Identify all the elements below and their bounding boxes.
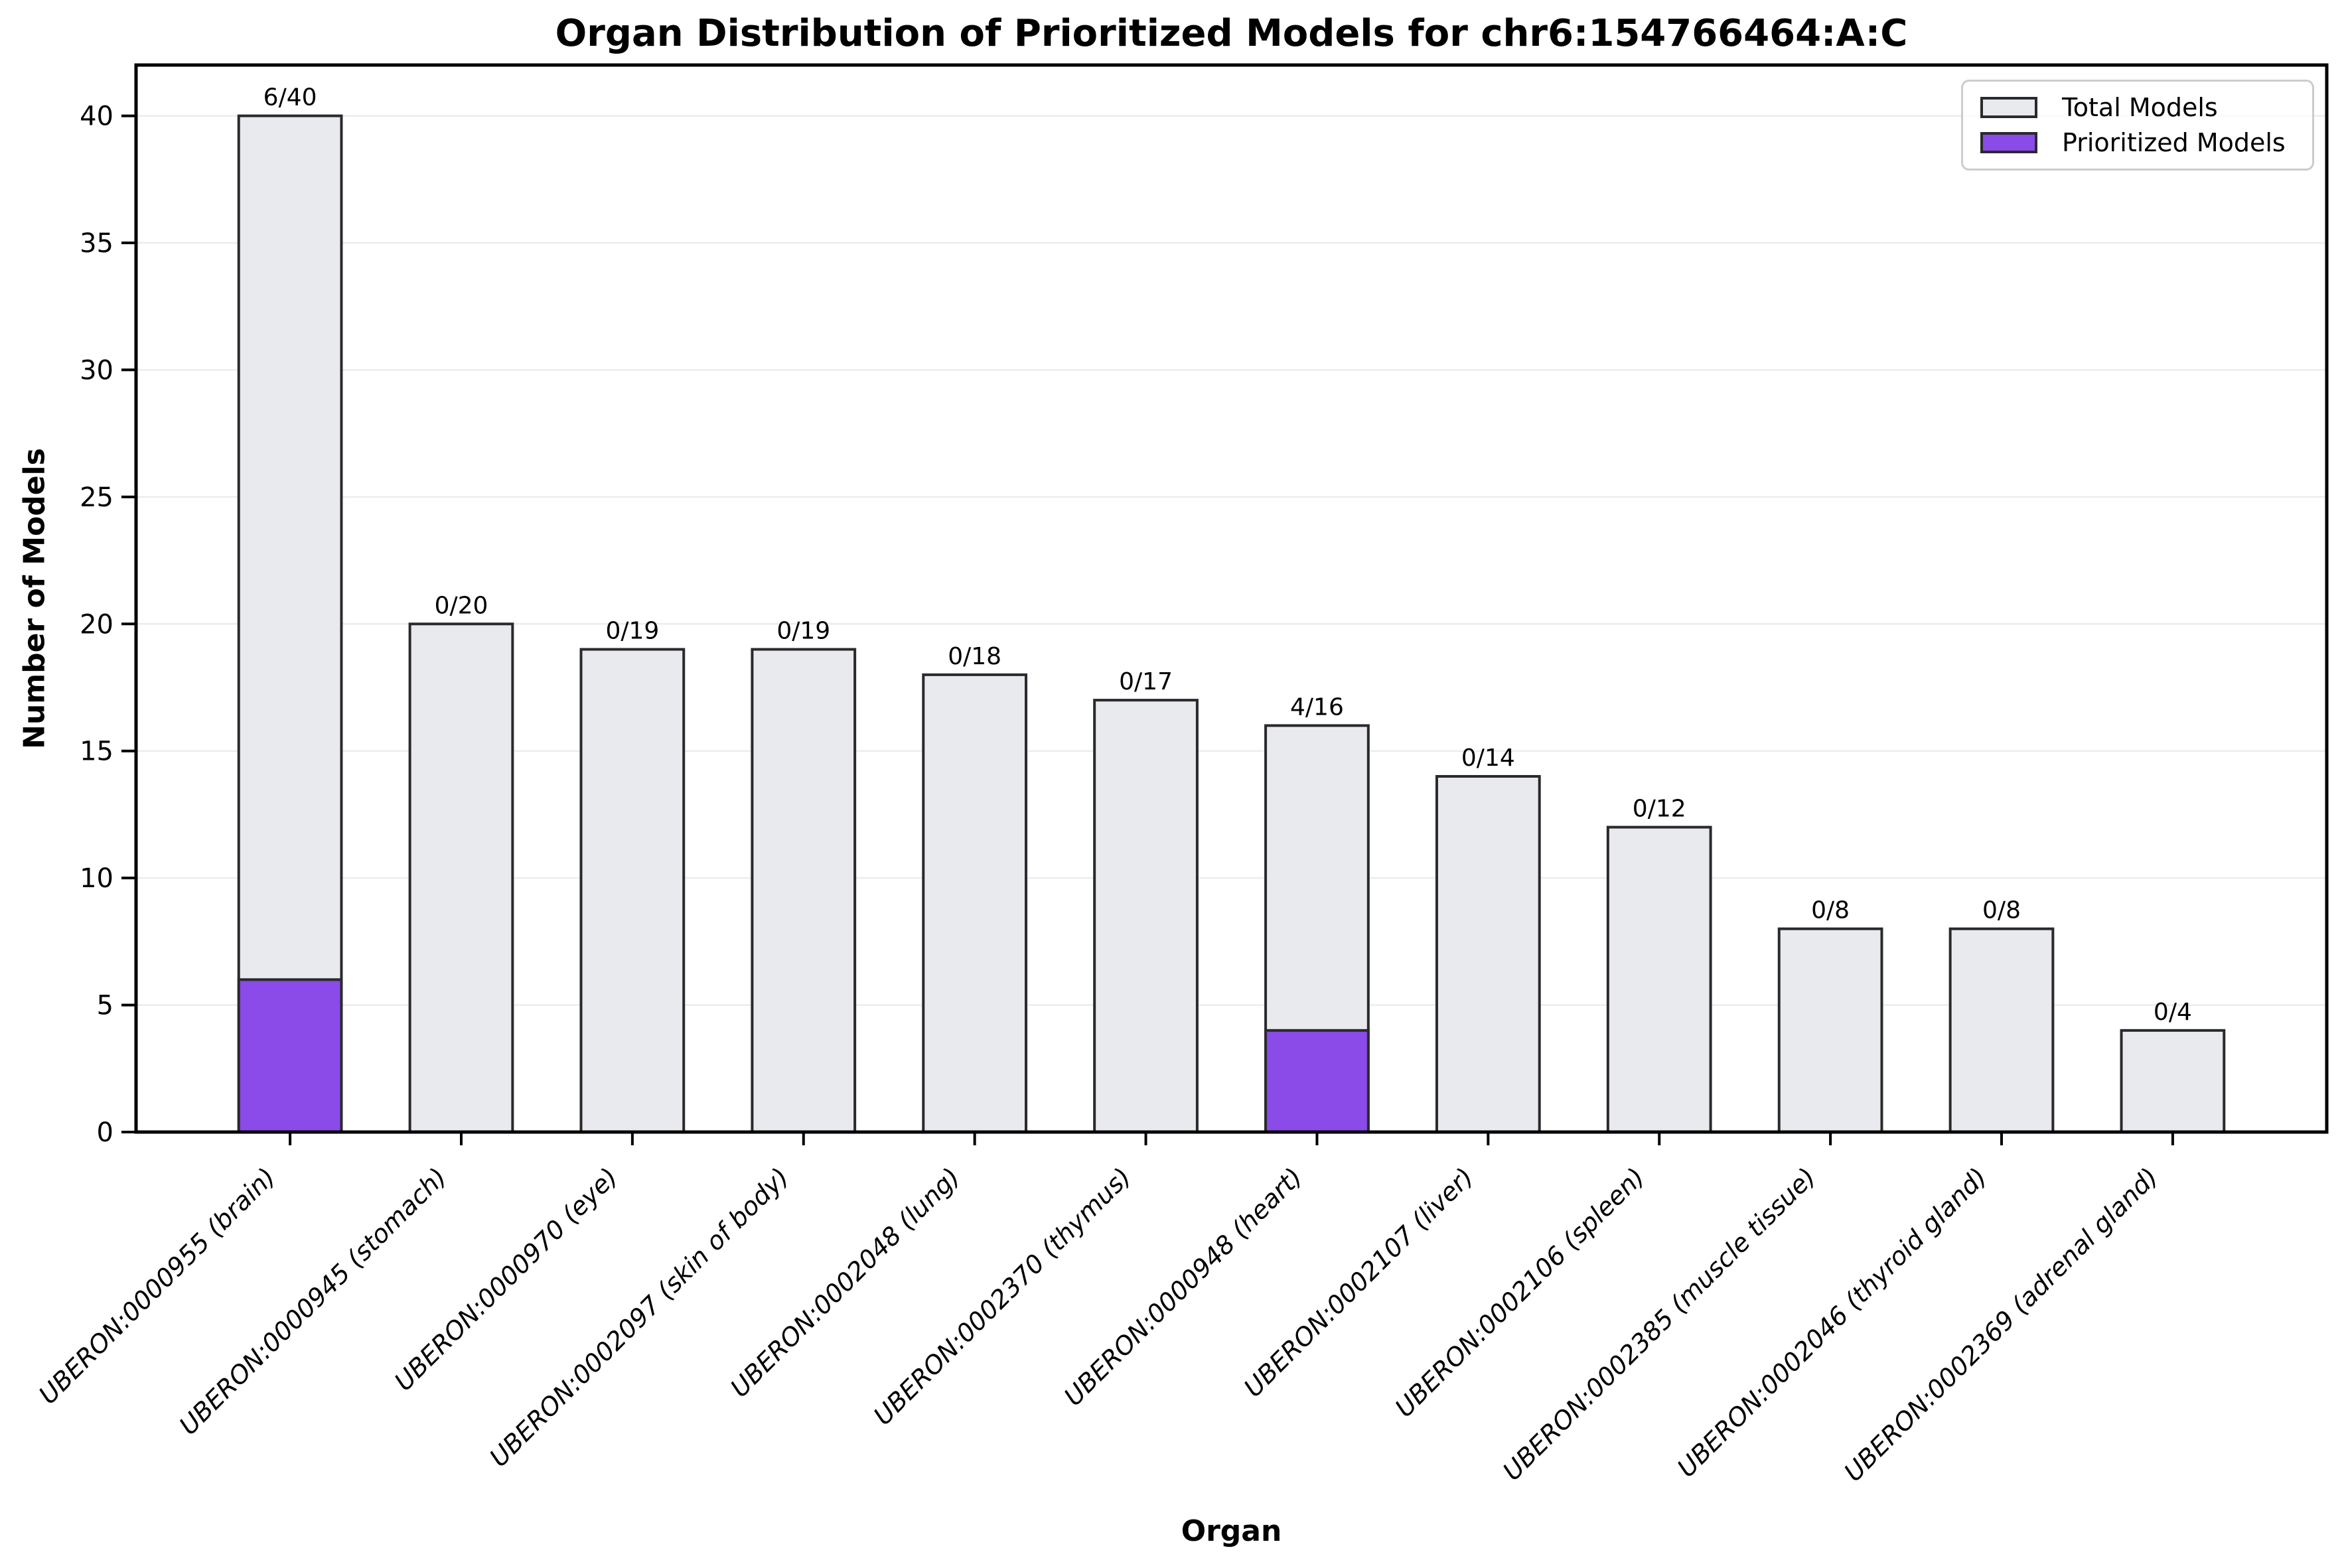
bar-value-label: 0/17 xyxy=(1119,668,1173,695)
bar-value-label: 0/18 xyxy=(948,643,1001,670)
bar-value-label: 0/19 xyxy=(605,618,659,645)
total-models-bar xyxy=(579,648,686,1133)
y-tick-label: 35 xyxy=(80,228,113,259)
bar-value-label: 0/19 xyxy=(776,618,830,645)
total-models-bar xyxy=(922,673,1028,1133)
y-tick-label: 20 xyxy=(80,609,113,640)
y-tick-label: 5 xyxy=(97,991,113,1021)
bar-value-label: 4/16 xyxy=(1290,693,1344,721)
total-models-bar xyxy=(1093,699,1199,1133)
x-tick-label: UBERON:0002369 (adrenal gland) xyxy=(1838,1162,2163,1487)
plot-border xyxy=(134,63,2329,1134)
x-tick-label: UBERON:0002097 (skin of body) xyxy=(484,1162,794,1472)
chart-title: Organ Distribution of Prioritized Models… xyxy=(555,12,1908,55)
bar-value-label: 0/8 xyxy=(1982,897,2021,924)
total-models-bar xyxy=(2120,1029,2226,1134)
y-tick-label: 40 xyxy=(80,102,113,132)
bar-value-label: 6/40 xyxy=(263,84,317,111)
bar-value-label: 0/14 xyxy=(1461,745,1515,772)
prioritized-models-swatch xyxy=(1980,132,2037,154)
x-tick-label: UBERON:0002385 (muscle tissue) xyxy=(1497,1162,1821,1486)
total-models-bar xyxy=(1606,825,1712,1133)
legend-label: Total Models xyxy=(2062,92,2218,122)
legend-entry-total-models: Total Models xyxy=(1980,95,2312,120)
legend-entry-prioritized-models: Prioritized Models xyxy=(1980,130,2312,155)
y-tick-label: 25 xyxy=(80,482,113,513)
prioritized-models-bar xyxy=(237,978,343,1134)
x-tick-label: UBERON:0000945 (stomach) xyxy=(174,1162,453,1441)
total-models-bar xyxy=(408,622,514,1133)
y-tick-label: 30 xyxy=(80,355,113,386)
total-models-bar xyxy=(1435,775,1541,1133)
y-tick-label: 0 xyxy=(97,1117,113,1148)
prioritized-models-bar xyxy=(1264,1029,1370,1134)
legend-label: Prioritized Models xyxy=(2062,128,2286,158)
x-tick-label: UBERON:0002046 (thyroid gland) xyxy=(1672,1162,1992,1482)
y-tick-label: 15 xyxy=(80,737,113,767)
bar-value-label: 0/8 xyxy=(1811,897,1850,924)
bar-value-label: 0/4 xyxy=(2154,999,2192,1026)
legend: Total Models Prioritized Models xyxy=(1961,80,2314,171)
x-axis-title: Organ xyxy=(1181,1514,1282,1548)
y-axis-title: Number of Models xyxy=(17,448,52,749)
bar-value-label: 0/12 xyxy=(1633,796,1686,823)
total-models-bar xyxy=(1777,927,1883,1133)
y-tick-label: 10 xyxy=(80,863,113,894)
total-models-swatch xyxy=(1980,96,2037,118)
total-models-bar xyxy=(751,648,857,1133)
total-models-bar xyxy=(237,114,343,1134)
bar-value-label: 0/20 xyxy=(435,592,488,619)
total-models-bar xyxy=(1948,927,2055,1133)
